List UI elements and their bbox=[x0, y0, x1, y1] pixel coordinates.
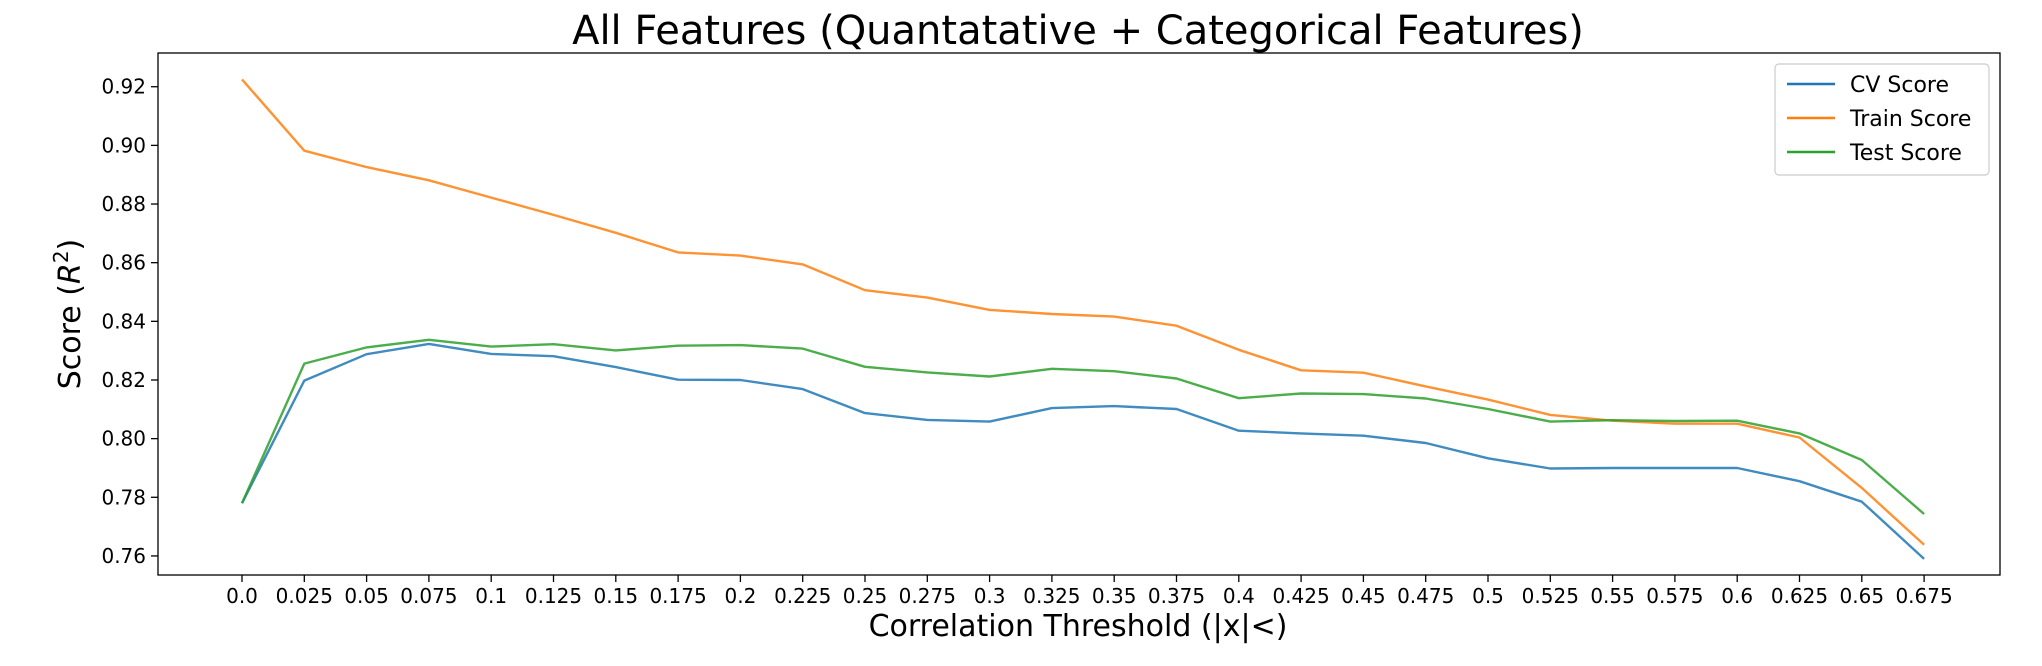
y-axis-ticks: 0.76 0.78 0.80 0.82 0.84 0.86 0.88 0.90 0.92 bbox=[101, 75, 158, 568]
x-tick-label: 0.15 bbox=[594, 584, 639, 608]
y-tick-label: 0.88 bbox=[101, 192, 146, 216]
x-axis-label: Correlation Threshold (|x|<) bbox=[869, 609, 1288, 644]
x-tick-label: 0.4 bbox=[1223, 584, 1255, 608]
x-tick-label: 0.375 bbox=[1148, 584, 1205, 608]
x-tick-label: 0.65 bbox=[1840, 584, 1885, 608]
y-tick-label: 0.86 bbox=[101, 251, 146, 275]
x-tick-label: 0.475 bbox=[1397, 584, 1454, 608]
legend-label: Test Score bbox=[1849, 141, 1962, 166]
y-tick-label: 0.76 bbox=[101, 544, 146, 568]
y-tick-label: 0.80 bbox=[101, 427, 146, 451]
legend-label: CV Score bbox=[1850, 73, 1949, 98]
x-tick-label: 0.075 bbox=[400, 584, 457, 608]
x-tick-label: 0.675 bbox=[1895, 584, 1952, 608]
x-tick-label: 0.6 bbox=[1721, 584, 1753, 608]
y-axis-label-suffix: ) bbox=[53, 239, 88, 251]
x-tick-label: 0.1 bbox=[475, 584, 507, 608]
x-tick-label: 0.575 bbox=[1646, 584, 1703, 608]
x-tick-label: 0.275 bbox=[899, 584, 956, 608]
x-tick-label: 0.125 bbox=[525, 584, 582, 608]
x-tick-label: 0.0 bbox=[226, 584, 258, 608]
series-lines bbox=[240, 78, 1925, 560]
series-line-1 bbox=[241, 78, 1925, 546]
y-axis-label-prefix: Score ( bbox=[53, 284, 88, 389]
x-tick-label: 0.3 bbox=[974, 584, 1006, 608]
chart-legend: CV Score Train Score Test Score bbox=[1774, 63, 1990, 176]
x-tick-label: 0.425 bbox=[1272, 584, 1329, 608]
x-tick-label: 0.2 bbox=[724, 584, 756, 608]
x-tick-label: 0.025 bbox=[276, 584, 333, 608]
x-tick-label: 0.525 bbox=[1522, 584, 1579, 608]
x-tick-label: 0.5 bbox=[1472, 584, 1504, 608]
y-axis-label: Score (R2) bbox=[49, 239, 88, 390]
x-tick-label: 0.175 bbox=[649, 584, 706, 608]
y-tick-label: 0.92 bbox=[101, 75, 146, 99]
legend-frame bbox=[1774, 63, 1990, 176]
y-tick-label: 0.90 bbox=[101, 133, 146, 157]
x-tick-label: 0.35 bbox=[1092, 584, 1137, 608]
x-axis-ticks: 0.0 0.025 0.05 0.075 0.1 0.125 0.15 0.175 0.2 0.2… bbox=[226, 575, 1953, 608]
x-tick-label: 0.25 bbox=[843, 584, 888, 608]
x-tick-label: 0.55 bbox=[1590, 584, 1635, 608]
series-line-0 bbox=[240, 342, 1925, 560]
x-tick-label: 0.05 bbox=[344, 584, 389, 608]
y-tick-label: 0.84 bbox=[101, 309, 146, 333]
x-tick-label: 0.325 bbox=[1023, 584, 1080, 608]
y-axis-label-superscript: 2 bbox=[49, 250, 73, 263]
x-tick-label: 0.45 bbox=[1341, 584, 1386, 608]
chart-title: All Features (Quantatative + Categorical… bbox=[572, 8, 1584, 54]
series-line-2 bbox=[240, 338, 1925, 515]
legend-label: Train Score bbox=[1849, 107, 1971, 132]
y-tick-label: 0.78 bbox=[101, 485, 146, 509]
y-axis-label-variable: R bbox=[53, 263, 88, 284]
x-tick-label: 0.225 bbox=[774, 584, 831, 608]
y-tick-label: 0.82 bbox=[101, 368, 146, 392]
x-tick-label: 0.625 bbox=[1771, 584, 1828, 608]
